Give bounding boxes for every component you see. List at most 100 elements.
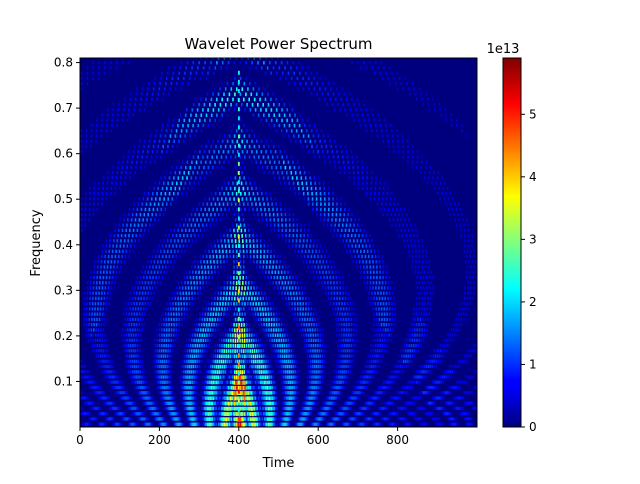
heatmap-cell xyxy=(355,260,358,264)
heatmap-cell xyxy=(421,302,424,306)
heatmap-cell xyxy=(231,396,233,401)
heatmap-cell xyxy=(167,312,170,316)
heatmap-cell xyxy=(223,338,225,342)
heatmap-cell xyxy=(285,375,287,379)
heatmap-cell xyxy=(228,380,230,384)
heatmap-cell xyxy=(462,412,465,416)
heatmap-cell xyxy=(340,338,342,342)
heatmap-cell xyxy=(459,223,461,227)
heatmap-cell xyxy=(196,359,198,363)
heatmap-cell xyxy=(364,417,366,421)
heatmap-cell xyxy=(92,296,94,301)
heatmap-cell xyxy=(466,401,469,405)
heatmap-cell xyxy=(327,422,329,426)
heatmap-cell xyxy=(216,417,219,421)
heatmap-cell xyxy=(280,270,283,274)
heatmap-cell xyxy=(386,307,388,311)
heatmap-cell xyxy=(307,312,309,316)
heatmap-cell xyxy=(226,422,229,427)
heatmap-cell xyxy=(346,349,349,353)
heatmap-cell xyxy=(275,391,277,395)
heatmap-cell xyxy=(340,323,343,327)
heatmap-cell xyxy=(230,380,232,385)
heatmap-cell xyxy=(319,359,322,363)
heatmap-cell xyxy=(468,391,470,395)
heatmap-cell xyxy=(260,207,262,212)
heatmap-cell xyxy=(463,296,466,300)
heatmap-cell xyxy=(363,270,366,274)
heatmap-cell xyxy=(470,286,472,290)
heatmap-cell xyxy=(291,359,294,363)
heatmap-cell xyxy=(212,417,215,421)
heatmap-cell xyxy=(411,412,414,416)
heatmap-cell xyxy=(265,265,268,269)
heatmap-cell xyxy=(406,223,408,227)
heatmap-cell xyxy=(234,176,237,180)
heatmap-cell xyxy=(175,323,178,327)
heatmap-cell xyxy=(256,370,259,374)
heatmap-cell xyxy=(262,312,265,316)
heatmap-cell xyxy=(333,265,336,269)
heatmap-cell xyxy=(377,412,380,416)
heatmap-cell xyxy=(140,412,142,416)
heatmap-cell xyxy=(441,344,444,348)
heatmap-cell xyxy=(194,364,196,369)
heatmap-cell xyxy=(302,412,304,416)
heatmap-cell xyxy=(157,375,159,379)
heatmap-cell xyxy=(214,422,216,426)
heatmap-cell xyxy=(285,296,287,300)
heatmap-cell xyxy=(239,364,241,369)
heatmap-cell xyxy=(244,354,246,359)
heatmap-cell xyxy=(437,359,439,363)
heatmap-cell xyxy=(321,344,324,348)
heatmap-cell xyxy=(253,333,255,337)
heatmap-cell xyxy=(143,275,145,280)
heatmap-cell xyxy=(126,244,129,248)
heatmap-cell xyxy=(312,375,314,379)
heatmap-cell xyxy=(439,396,442,400)
heatmap-cell xyxy=(225,349,228,353)
heatmap-cell xyxy=(214,406,216,410)
heatmap-cell xyxy=(295,323,298,326)
heatmap-cell xyxy=(256,234,258,238)
heatmap-cell xyxy=(217,396,219,400)
heatmap-cell xyxy=(382,328,384,332)
heatmap-cell xyxy=(374,422,377,426)
heatmap-cell xyxy=(251,186,253,191)
heatmap-cell xyxy=(417,380,420,384)
heatmap-cell xyxy=(295,275,297,279)
heatmap-cell xyxy=(88,370,90,374)
heatmap-cell xyxy=(138,323,140,327)
heatmap-cell xyxy=(188,296,191,301)
heatmap-cell xyxy=(141,202,144,206)
heatmap-cell xyxy=(334,375,336,379)
heatmap-cell xyxy=(201,317,204,322)
heatmap-cell xyxy=(139,396,142,400)
heatmap-cell xyxy=(375,328,377,332)
heatmap-cell xyxy=(153,249,155,253)
heatmap-cell xyxy=(158,380,160,384)
heatmap-cell xyxy=(435,359,437,363)
heatmap-cell xyxy=(214,344,217,348)
heatmap-cell xyxy=(113,406,115,410)
heatmap-cell xyxy=(204,207,206,212)
heatmap-cell xyxy=(269,338,271,342)
heatmap-cell xyxy=(101,359,103,363)
heatmap-cell xyxy=(280,286,282,290)
heatmap-cell xyxy=(207,344,210,348)
heatmap-cell xyxy=(371,417,374,421)
heatmap-cell xyxy=(96,406,98,410)
heatmap-cell xyxy=(251,396,254,401)
heatmap-cell xyxy=(286,422,288,426)
heatmap-cell xyxy=(109,239,111,243)
heatmap-cell xyxy=(386,192,389,196)
heatmap-cell xyxy=(305,333,307,337)
heatmap-cell xyxy=(320,202,322,206)
heatmap-cell xyxy=(147,192,150,196)
heatmap-cell xyxy=(267,312,270,316)
heatmap-cell xyxy=(267,391,269,395)
heatmap-cell xyxy=(90,328,93,332)
heatmap-cell xyxy=(158,344,161,348)
heatmap-cell xyxy=(378,312,381,316)
heatmap-cell xyxy=(334,385,336,390)
